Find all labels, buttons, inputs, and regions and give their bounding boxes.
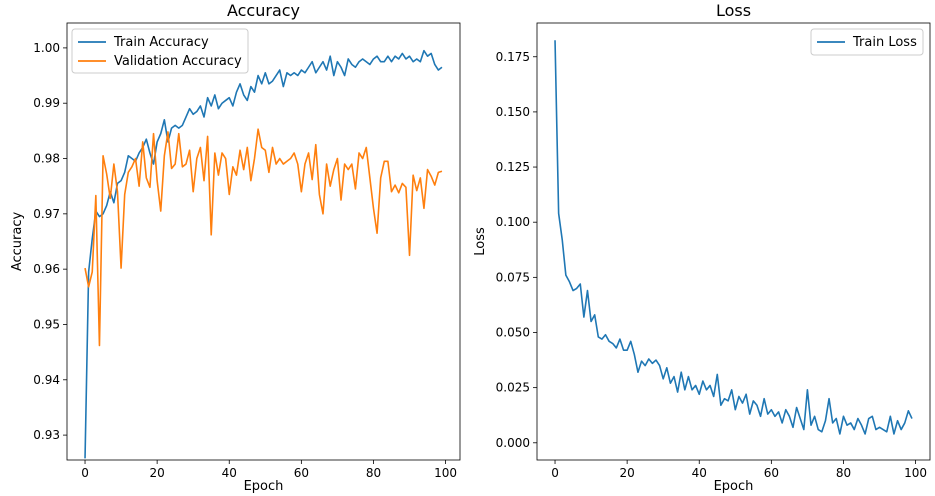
loss-ticks: 0 20 40 60 80 100 0.000 0.025 0.050 0.075 0.100 0.1… <box>496 50 927 480</box>
accuracy-ylabel: Accuracy <box>10 212 25 272</box>
loss-ytick-label: 0.025 <box>496 381 530 395</box>
series-line-train-accuracy <box>84 49 443 459</box>
loss-xtick-label: 100 <box>904 466 927 480</box>
accuracy-title: Accuracy <box>227 1 300 20</box>
accuracy-ytick-label: 0.98 <box>33 152 60 166</box>
legend-train-accuracy: Train Accuracy <box>113 35 209 50</box>
accuracy-xlabel: Epoch <box>244 479 284 494</box>
accuracy-xtick-label: 60 <box>294 466 309 480</box>
loss-ytick-label: 0.075 <box>496 270 530 284</box>
loss-legend-box <box>810 28 924 56</box>
accuracy-ytick-label: 0.99 <box>33 96 60 110</box>
accuracy-ytick-label: 0.96 <box>33 262 60 276</box>
loss-ytick-label: 0.050 <box>496 325 530 339</box>
series-line-validation-accuracy <box>84 128 443 347</box>
accuracy-ytick-label: 0.93 <box>33 428 60 442</box>
loss-xtick-label: 40 <box>692 466 707 480</box>
loss-ytick-label: 0.175 <box>496 50 530 64</box>
legend-validation-accuracy: Validation Accuracy <box>114 54 242 69</box>
accuracy-frame <box>66 22 461 461</box>
accuracy-ytick-label: 0.97 <box>33 207 60 221</box>
loss-xtick-label: 20 <box>619 466 634 480</box>
accuracy-ytick-label: 1.00 <box>33 41 60 55</box>
loss-lines <box>554 40 913 435</box>
accuracy-legend-box <box>71 28 249 74</box>
accuracy-ytick-label: 0.95 <box>33 317 60 331</box>
loss-xtick-label: 80 <box>836 466 851 480</box>
loss-ytick-label: 0.100 <box>496 215 530 229</box>
accuracy-xtick-label: 80 <box>366 466 381 480</box>
accuracy-xtick-label: 20 <box>149 466 164 480</box>
loss-ytick-label: 0.150 <box>496 105 530 119</box>
accuracy-xtick-label: 100 <box>434 466 457 480</box>
loss-ylabel: Loss <box>473 227 488 256</box>
loss-title: Loss <box>716 1 751 20</box>
accuracy-ytick-label: 0.94 <box>33 373 60 387</box>
loss-legend: Train Loss <box>810 28 924 56</box>
loss-frame <box>536 22 931 461</box>
accuracy-subplot: Accuracy 0 20 40 60 80 100 0.93 0.94 0.95 0.96 0.9… <box>10 1 461 494</box>
loss-xlabel: Epoch <box>714 479 754 494</box>
loss-ytick-label: 0.125 <box>496 160 530 174</box>
loss-ytick-label: 0.000 <box>496 436 530 450</box>
loss-subplot: Loss 0 20 40 60 80 100 0.000 0.025 0.050 0.075 0.1… <box>473 1 931 494</box>
loss-xtick-label: 60 <box>764 466 779 480</box>
accuracy-legend: Train Accuracy Validation Accuracy <box>71 28 249 74</box>
accuracy-xtick-label: 0 <box>81 466 89 480</box>
accuracy-xtick-label: 40 <box>222 466 237 480</box>
legend-train-loss: Train Loss <box>852 35 917 50</box>
accuracy-ticks: 0 20 40 60 80 100 0.93 0.94 0.95 0.96 0.97 0.98 0.99… <box>33 41 457 480</box>
loss-xtick-label: 0 <box>551 466 559 480</box>
accuracy-lines <box>84 49 443 459</box>
series-line-train-loss <box>554 40 913 435</box>
